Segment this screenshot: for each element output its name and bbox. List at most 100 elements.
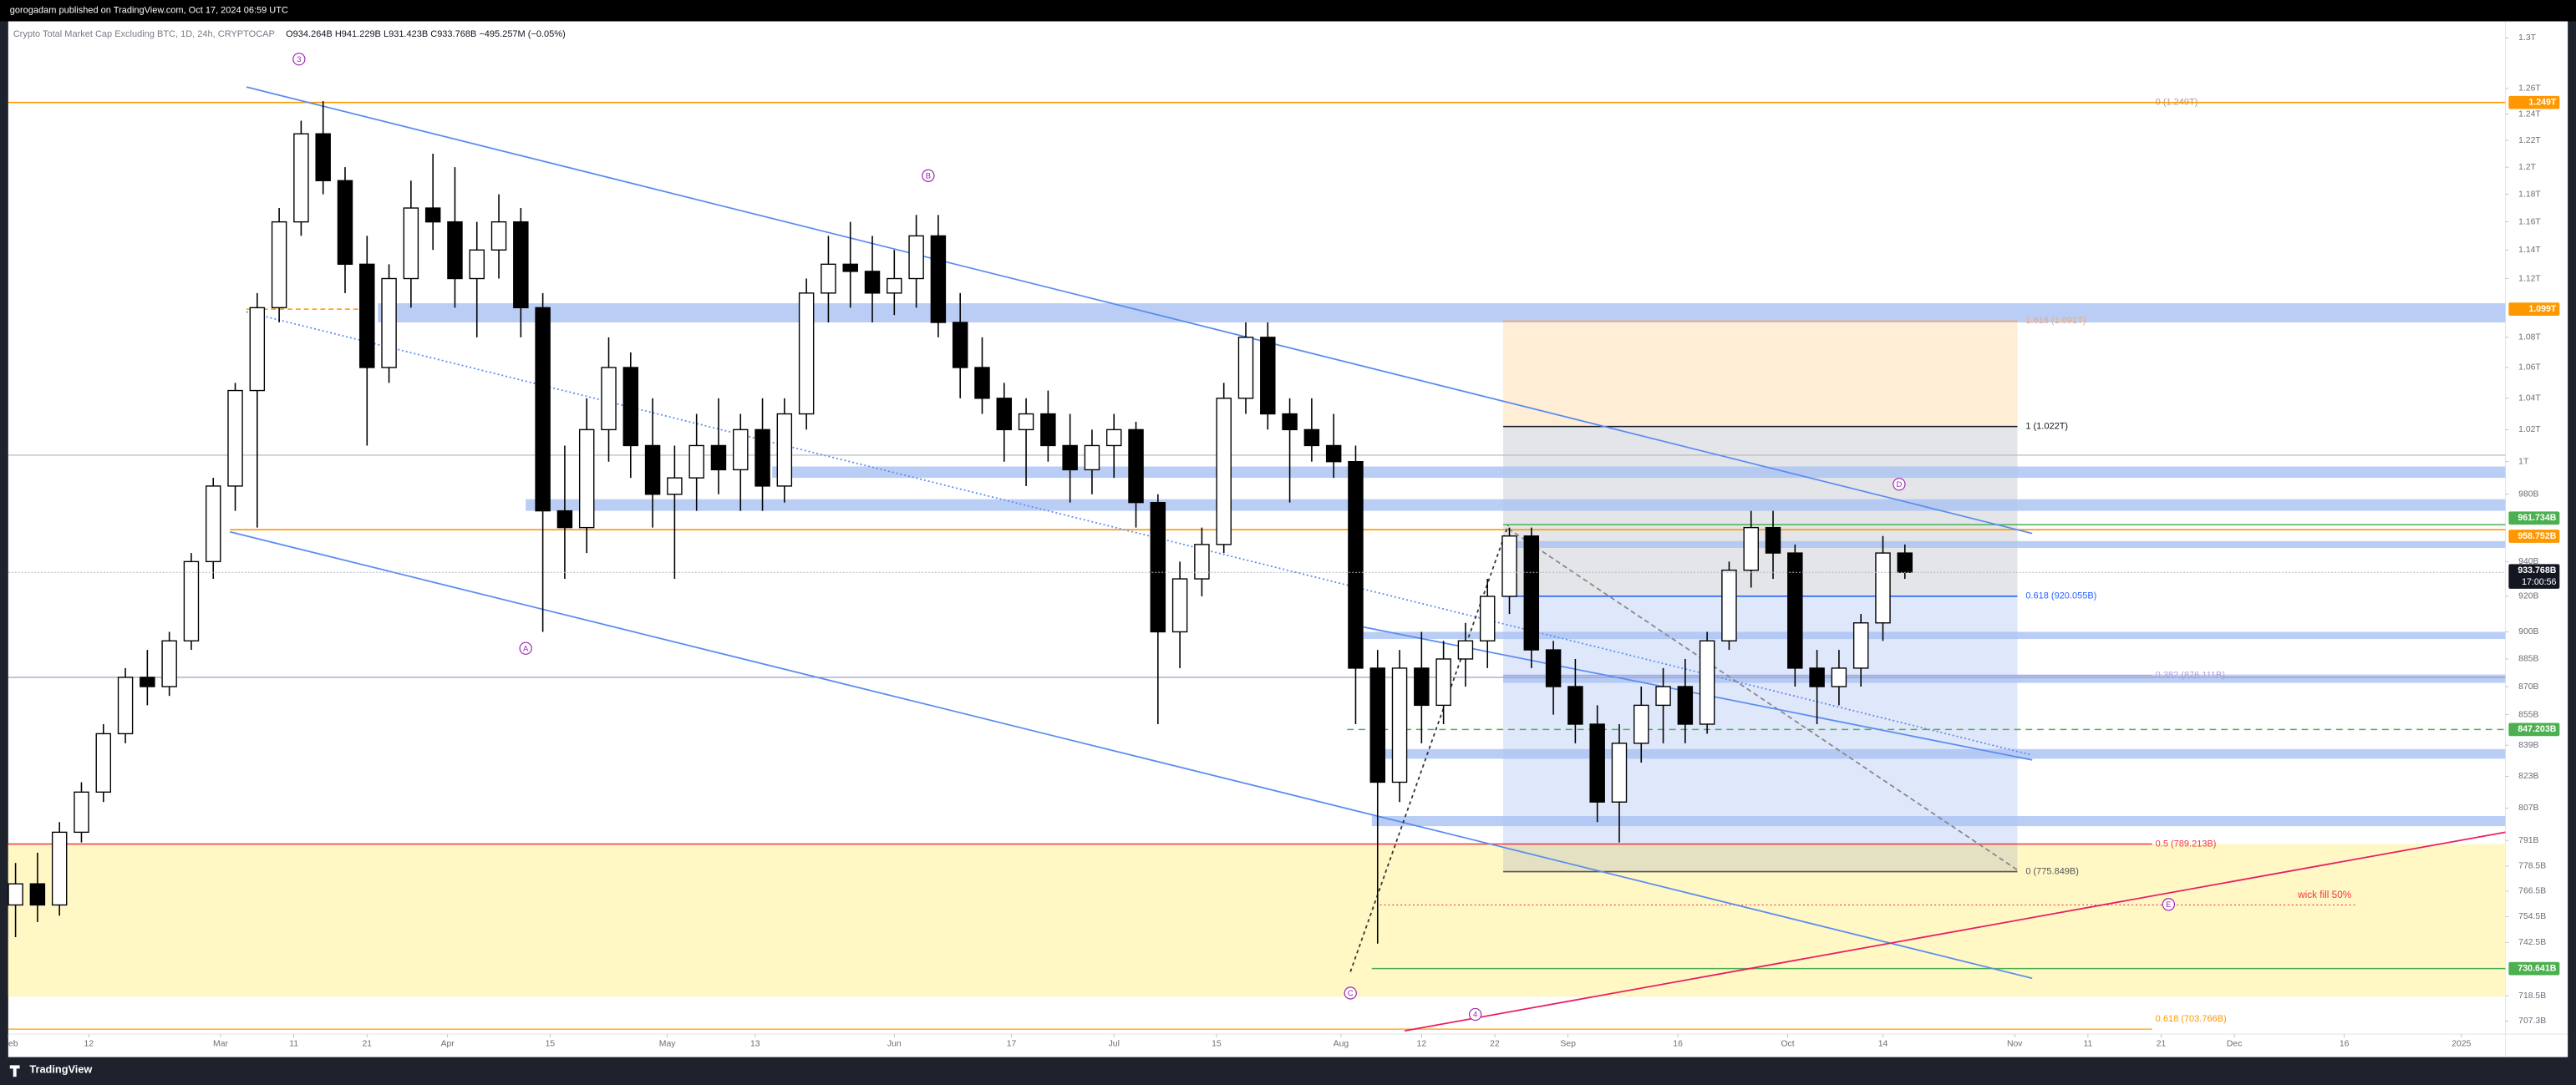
candle-body	[1611, 743, 1628, 803]
candle-body	[1831, 667, 1847, 687]
candle-body	[359, 263, 375, 368]
y-tick-label: 900B	[2518, 627, 2538, 636]
y-tick-label: 1.3T	[2518, 33, 2536, 43]
candle-body	[469, 249, 485, 280]
fib-label: 0.618 (920.055B)	[2025, 591, 2096, 601]
candle-body	[8, 883, 23, 906]
brand: TradingView	[29, 1063, 92, 1076]
fib-label: 1.618 (1.091T)	[2025, 316, 2086, 326]
x-tick-label: 16	[1673, 1040, 1683, 1049]
y-tick-label: 707.3B	[2518, 1017, 2546, 1026]
trend-line	[1404, 831, 2506, 1032]
candle-body	[1787, 552, 1803, 669]
candle-body	[644, 444, 661, 495]
candle-body	[227, 389, 243, 487]
candle-body	[733, 428, 749, 471]
wave-label: 3	[297, 54, 301, 63]
support-band	[1371, 816, 2506, 827]
x-tick-label: 21	[2157, 1040, 2167, 1049]
candle-body	[74, 791, 89, 834]
price-badge	[2508, 95, 2560, 109]
candle-body	[798, 292, 815, 415]
wave-circle	[519, 641, 532, 655]
wave-circle	[1468, 1007, 1482, 1022]
candle-body	[578, 428, 595, 529]
fib-lower-zone	[1503, 844, 2018, 872]
x-tick-label: 11	[289, 1040, 298, 1049]
y-tick-label: 807B	[2518, 804, 2538, 813]
candle-body	[776, 413, 793, 487]
y-tick-label: 839B	[2518, 741, 2538, 750]
wave-label: C	[1348, 988, 1354, 997]
candle-body	[710, 444, 727, 471]
price-badge-label: 961.734B	[2518, 513, 2556, 523]
y-tick-label: 940B	[2518, 557, 2538, 566]
candle-body	[1414, 667, 1430, 707]
x-tick-label: 13	[750, 1040, 760, 1049]
candle-body	[1501, 535, 1517, 597]
price-badge-label: 958.752B	[2518, 531, 2556, 541]
price-badge-label: 730.641B	[2518, 963, 2556, 973]
support-band	[378, 303, 2506, 323]
x-tick-label: 11	[2083, 1040, 2092, 1049]
wave-circle	[922, 169, 935, 182]
y-tick-label: 1.12T	[2518, 274, 2541, 283]
candle-body	[887, 277, 902, 294]
candle-body	[755, 428, 770, 487]
y-tick-label: 1.24T	[2518, 109, 2541, 119]
candle-body	[293, 133, 309, 223]
price-badge	[2508, 530, 2560, 543]
y-tick-label: 1.16T	[2518, 217, 2541, 226]
candle-body	[1106, 428, 1122, 447]
candle-body	[974, 367, 990, 399]
x-tick-label: 15	[1212, 1040, 1222, 1049]
y-tick-label: 1.26T	[2518, 84, 2541, 93]
candle-body	[1282, 413, 1298, 431]
candle-body	[1194, 544, 1210, 580]
x-tick-label: May	[659, 1040, 676, 1049]
fib-label: 0.618 (703.766B)	[2156, 1014, 2227, 1024]
candle-body	[1348, 461, 1364, 669]
y-tick-label: 791B	[2518, 836, 2538, 845]
candle-body	[864, 271, 881, 294]
candle-body	[1150, 501, 1166, 633]
candle-body	[1897, 552, 1913, 573]
fib-label: 1 (1.022T)	[2025, 422, 2068, 432]
x-tick-label: 2025	[2452, 1040, 2471, 1049]
candle-body	[1589, 723, 1605, 803]
x-tick-label: 22	[1490, 1040, 1500, 1049]
candle-body	[51, 831, 68, 906]
wave-circle	[292, 53, 306, 66]
trend-line	[1507, 528, 2018, 871]
y-tick-label: 1.02T	[2518, 425, 2541, 434]
wave-circle	[2162, 898, 2176, 911]
candle-body	[249, 307, 266, 392]
candle-body	[315, 133, 331, 181]
candle-body	[1303, 428, 1320, 447]
last-price-label: 933.768B	[2518, 565, 2556, 575]
x-tick-label: 21	[362, 1040, 372, 1049]
candle-body	[622, 367, 639, 447]
candle-body	[1391, 667, 1408, 783]
x-tick-label: Jul	[1109, 1040, 1120, 1049]
candle-body	[1721, 569, 1737, 641]
wave-label: A	[523, 643, 529, 652]
candle-body	[140, 677, 155, 687]
trend-line	[1363, 626, 2033, 761]
x-tick-label: Mar	[213, 1040, 228, 1049]
brand-logo	[9, 1065, 20, 1077]
fib-label: 0.382 (876.111B)	[2156, 670, 2225, 680]
y-tick-label: 885B	[2518, 655, 2538, 664]
candle-body	[1633, 704, 1649, 744]
candle-body	[161, 640, 177, 687]
candle-body	[601, 367, 617, 431]
y-tick-label: 920B	[2518, 592, 2538, 601]
y-tick-label: 1.14T	[2518, 246, 2541, 255]
candle-body	[1743, 526, 1759, 571]
support-band	[1379, 748, 2506, 759]
chart-layer: 1.3T 1.26T 1.24T 1.22T 1.2T 1.18T 1.16T 1.14T 1.…	[8, 33, 2560, 1049]
y-tick-label: 855B	[2518, 710, 2538, 719]
wave-label: E	[2166, 900, 2171, 909]
wave-circle	[1344, 986, 1357, 1000]
candle-body	[1699, 640, 1715, 725]
